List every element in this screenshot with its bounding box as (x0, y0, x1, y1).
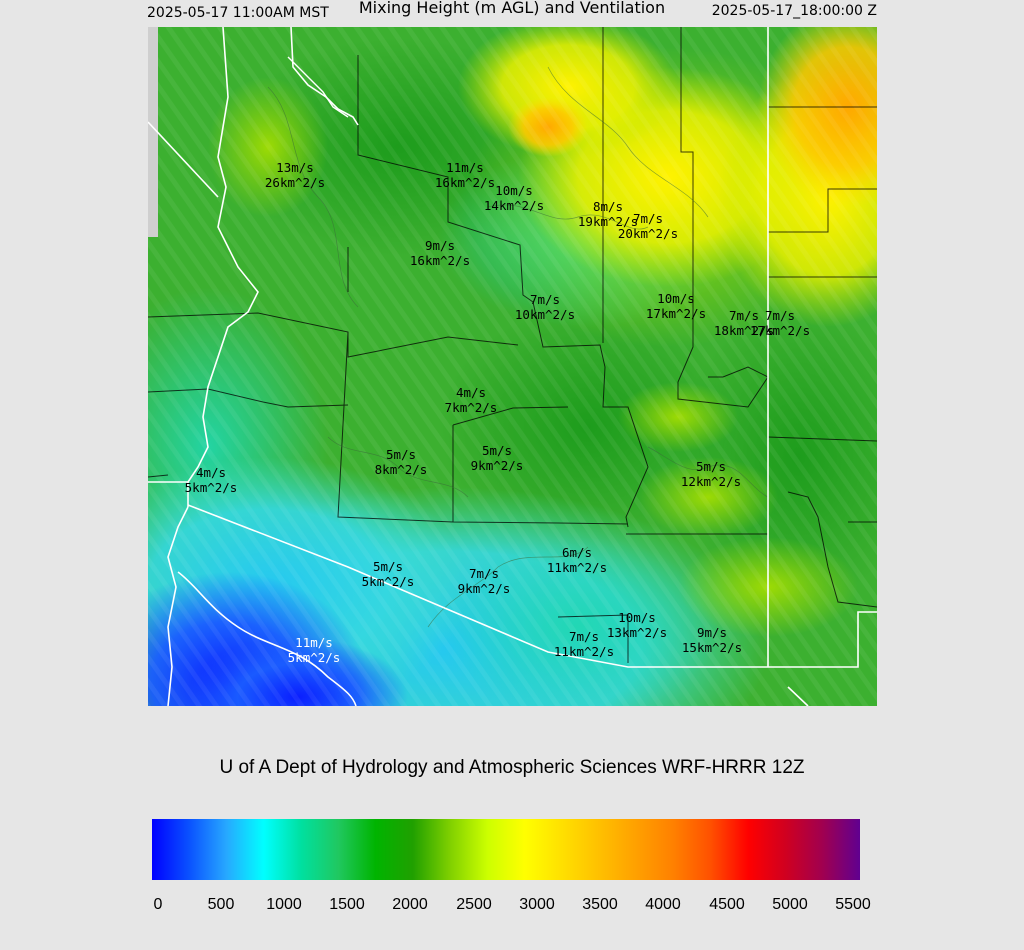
scale-tick: 3000 (519, 896, 555, 913)
map-label: 10m/s 13km^2/s (606, 610, 668, 640)
scale-tick: 4500 (709, 896, 745, 913)
map-label: 4m/s 5km^2/s (184, 465, 238, 495)
scale-tick: 0 (153, 896, 163, 913)
color-scale-bar (152, 819, 860, 880)
map-label: 4m/s 7km^2/s (444, 385, 498, 415)
valid-time-local: 2025-05-17 11:00AM MST (147, 5, 329, 21)
map-label: 6m/s 11km^2/s (546, 545, 608, 575)
model-credit: U of A Dept of Hydrology and Atmospheric… (219, 757, 805, 778)
map-label: 5m/s 5km^2/s (361, 559, 415, 589)
map-label: 5m/s 8km^2/s (374, 447, 428, 477)
map-label: 9m/s 16km^2/s (409, 238, 471, 268)
map-label: 7m/s 11km^2/s (553, 629, 615, 659)
map-label: 13m/s 26km^2/s (264, 160, 326, 190)
mixing-height-map: 13m/s 26km^2/s 11m/s 16km^2/s 10m/s 14km^2/… (148, 27, 877, 706)
map-label: 10m/s 17km^2/s (645, 291, 707, 321)
scale-tick: 3500 (582, 896, 618, 913)
scale-tick: 500 (207, 896, 235, 913)
scale-tick: 2000 (392, 896, 428, 913)
valid-time-utc: 2025-05-17_18:00:00 Z (711, 3, 877, 19)
scale-tick: 5000 (772, 896, 808, 913)
scale-tick: 5500 (835, 896, 871, 913)
map-label: 5m/s 12km^2/s (680, 459, 742, 489)
map-label: 7m/s 9km^2/s (457, 566, 511, 596)
map-label: 11m/s 16km^2/s (434, 160, 496, 190)
map-label: 7m/s 17km^2/s (749, 308, 811, 338)
map-label: 10m/s 14km^2/s (483, 183, 545, 213)
scale-tick: 2500 (456, 896, 492, 913)
map-label: 7m/s 10km^2/s (514, 292, 576, 322)
scale-tick: 4000 (645, 896, 681, 913)
map-label: 9m/s 15km^2/s (681, 625, 743, 655)
map-label: 5m/s 9km^2/s (470, 443, 524, 473)
map-field (148, 27, 877, 706)
map-label: 8m/s 19km^2/s (577, 199, 639, 229)
map-title: Mixing Height (m AGL) and Ventilation (358, 0, 666, 17)
scale-tick: 1500 (329, 896, 365, 913)
map-label: 7m/s 20km^2/s (617, 211, 679, 241)
map-label: 7m/s 18km^2/s (713, 308, 775, 338)
scale-tick: 1000 (266, 896, 302, 913)
map-label: 11m/s 5km^2/s (287, 635, 341, 665)
